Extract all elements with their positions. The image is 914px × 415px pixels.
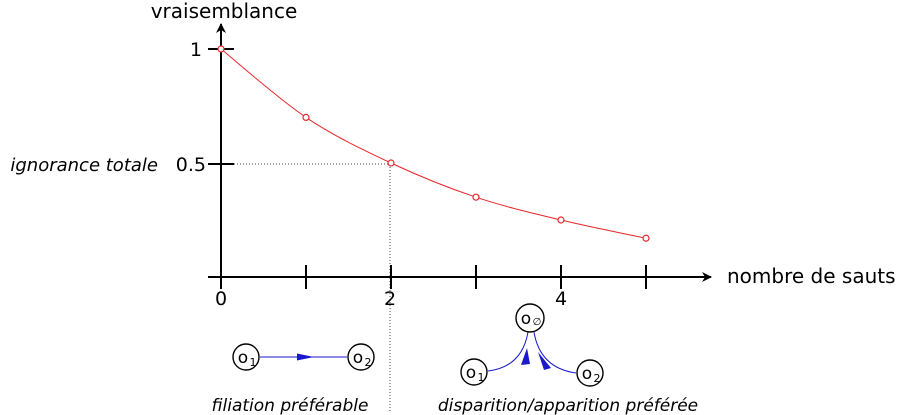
x-ticks: [220, 265, 647, 289]
reference-label: ignorance totale: [10, 155, 158, 176]
node-o1-right-sub: 1: [478, 371, 485, 384]
y-axis-label: vraisemblance: [151, 0, 298, 23]
x-tick-label-2: 2: [384, 288, 396, 310]
x-tick-label-4: 4: [555, 288, 567, 310]
node-o2-right-label: o: [582, 364, 592, 384]
node-o1-right: [460, 358, 488, 386]
disparition-caption: disparition/apparition préférée: [438, 396, 698, 415]
node-o1-left-sub: 1: [250, 356, 257, 369]
filiation-diagram: o 1 o 2 filiation préférable: [212, 343, 375, 415]
series-line-0: [220, 48, 647, 239]
data-point-0: [217, 45, 225, 53]
edge-empty-to-o2: [533, 331, 577, 374]
node-o-empty-label: o: [521, 309, 531, 329]
data-point-5: [642, 234, 650, 242]
node-o2-right: [576, 359, 604, 387]
edge-o1-to-empty: [487, 331, 529, 372]
node-o2-left-sub: 2: [365, 356, 372, 369]
node-o-empty-sub: ∅: [533, 317, 542, 328]
node-o-empty: [515, 303, 545, 333]
node-o1-right-label: o: [466, 363, 476, 383]
y-tick-label-1: 1: [190, 39, 202, 61]
x-axis-label: nombre de sauts: [727, 264, 896, 288]
node-o1-left: [232, 343, 260, 371]
node-o2-right-sub: 2: [594, 372, 601, 385]
disparition-diagram: o ∅ o 1 o 2 disparition/apparition préfé…: [438, 303, 698, 415]
x-tick-label-0: 0: [215, 288, 227, 310]
node-o2-left: [347, 343, 375, 371]
node-o1-left-label: o: [238, 348, 248, 368]
y-tick-label-05: 0.5: [176, 154, 206, 176]
data-point-3: [472, 193, 480, 201]
data-point-2: [387, 159, 395, 167]
filiation-arrow: [297, 353, 314, 361]
node-o2-left-label: o: [353, 348, 363, 368]
filiation-caption: filiation préférable: [212, 396, 369, 415]
data-point-1: [302, 113, 310, 122]
data-point-4: [557, 216, 565, 224]
series-group: [217, 45, 650, 242]
arrow-down: [538, 352, 551, 370]
arrow-up: [521, 348, 530, 365]
